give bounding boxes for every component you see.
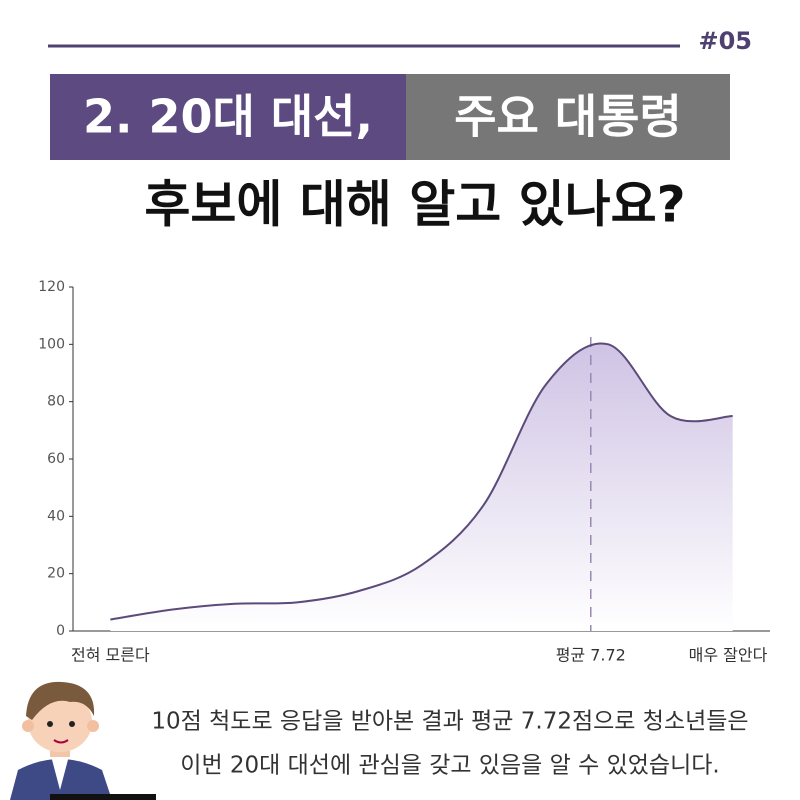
- x-axis-label: 매우 잘안다: [689, 646, 768, 665]
- title: 주요 대통령: [454, 90, 682, 144]
- mean-label: 평균 7.72: [556, 646, 626, 665]
- title-box: [406, 74, 730, 160]
- area: [110, 343, 733, 631]
- y-tick-label: 0: [56, 623, 65, 639]
- caption: 이번 20대 대선에 관심을 갖고 있음을 알 수 있었습니다.: [180, 753, 719, 779]
- y-tick-label: 40: [47, 508, 65, 524]
- caption: 10점 척도로 응답을 받아본 결과 평균 7.72점으로 청소년들은: [151, 709, 748, 735]
- y-tick-label: 100: [38, 336, 65, 352]
- title: 후보에 대해 알고 있나요?: [144, 176, 685, 234]
- x-axis-label: 전혀 모른다: [71, 646, 150, 665]
- y-tick-label: 80: [47, 394, 65, 410]
- y-tick-label: 60: [47, 451, 65, 467]
- line: [110, 342, 733, 621]
- title-box: [50, 74, 406, 160]
- title: 2. 20대 대선,: [83, 90, 373, 144]
- chart: 0 20 40 60 80 100 120 전혀 모른다 매우 잘안다 평균 7.72: [38, 279, 770, 665]
- y-tick-label: 20: [47, 566, 65, 582]
- y-tick-label: 120: [38, 279, 65, 295]
- character-illustration: [10, 681, 156, 800]
- tag: #05: [698, 27, 752, 55]
